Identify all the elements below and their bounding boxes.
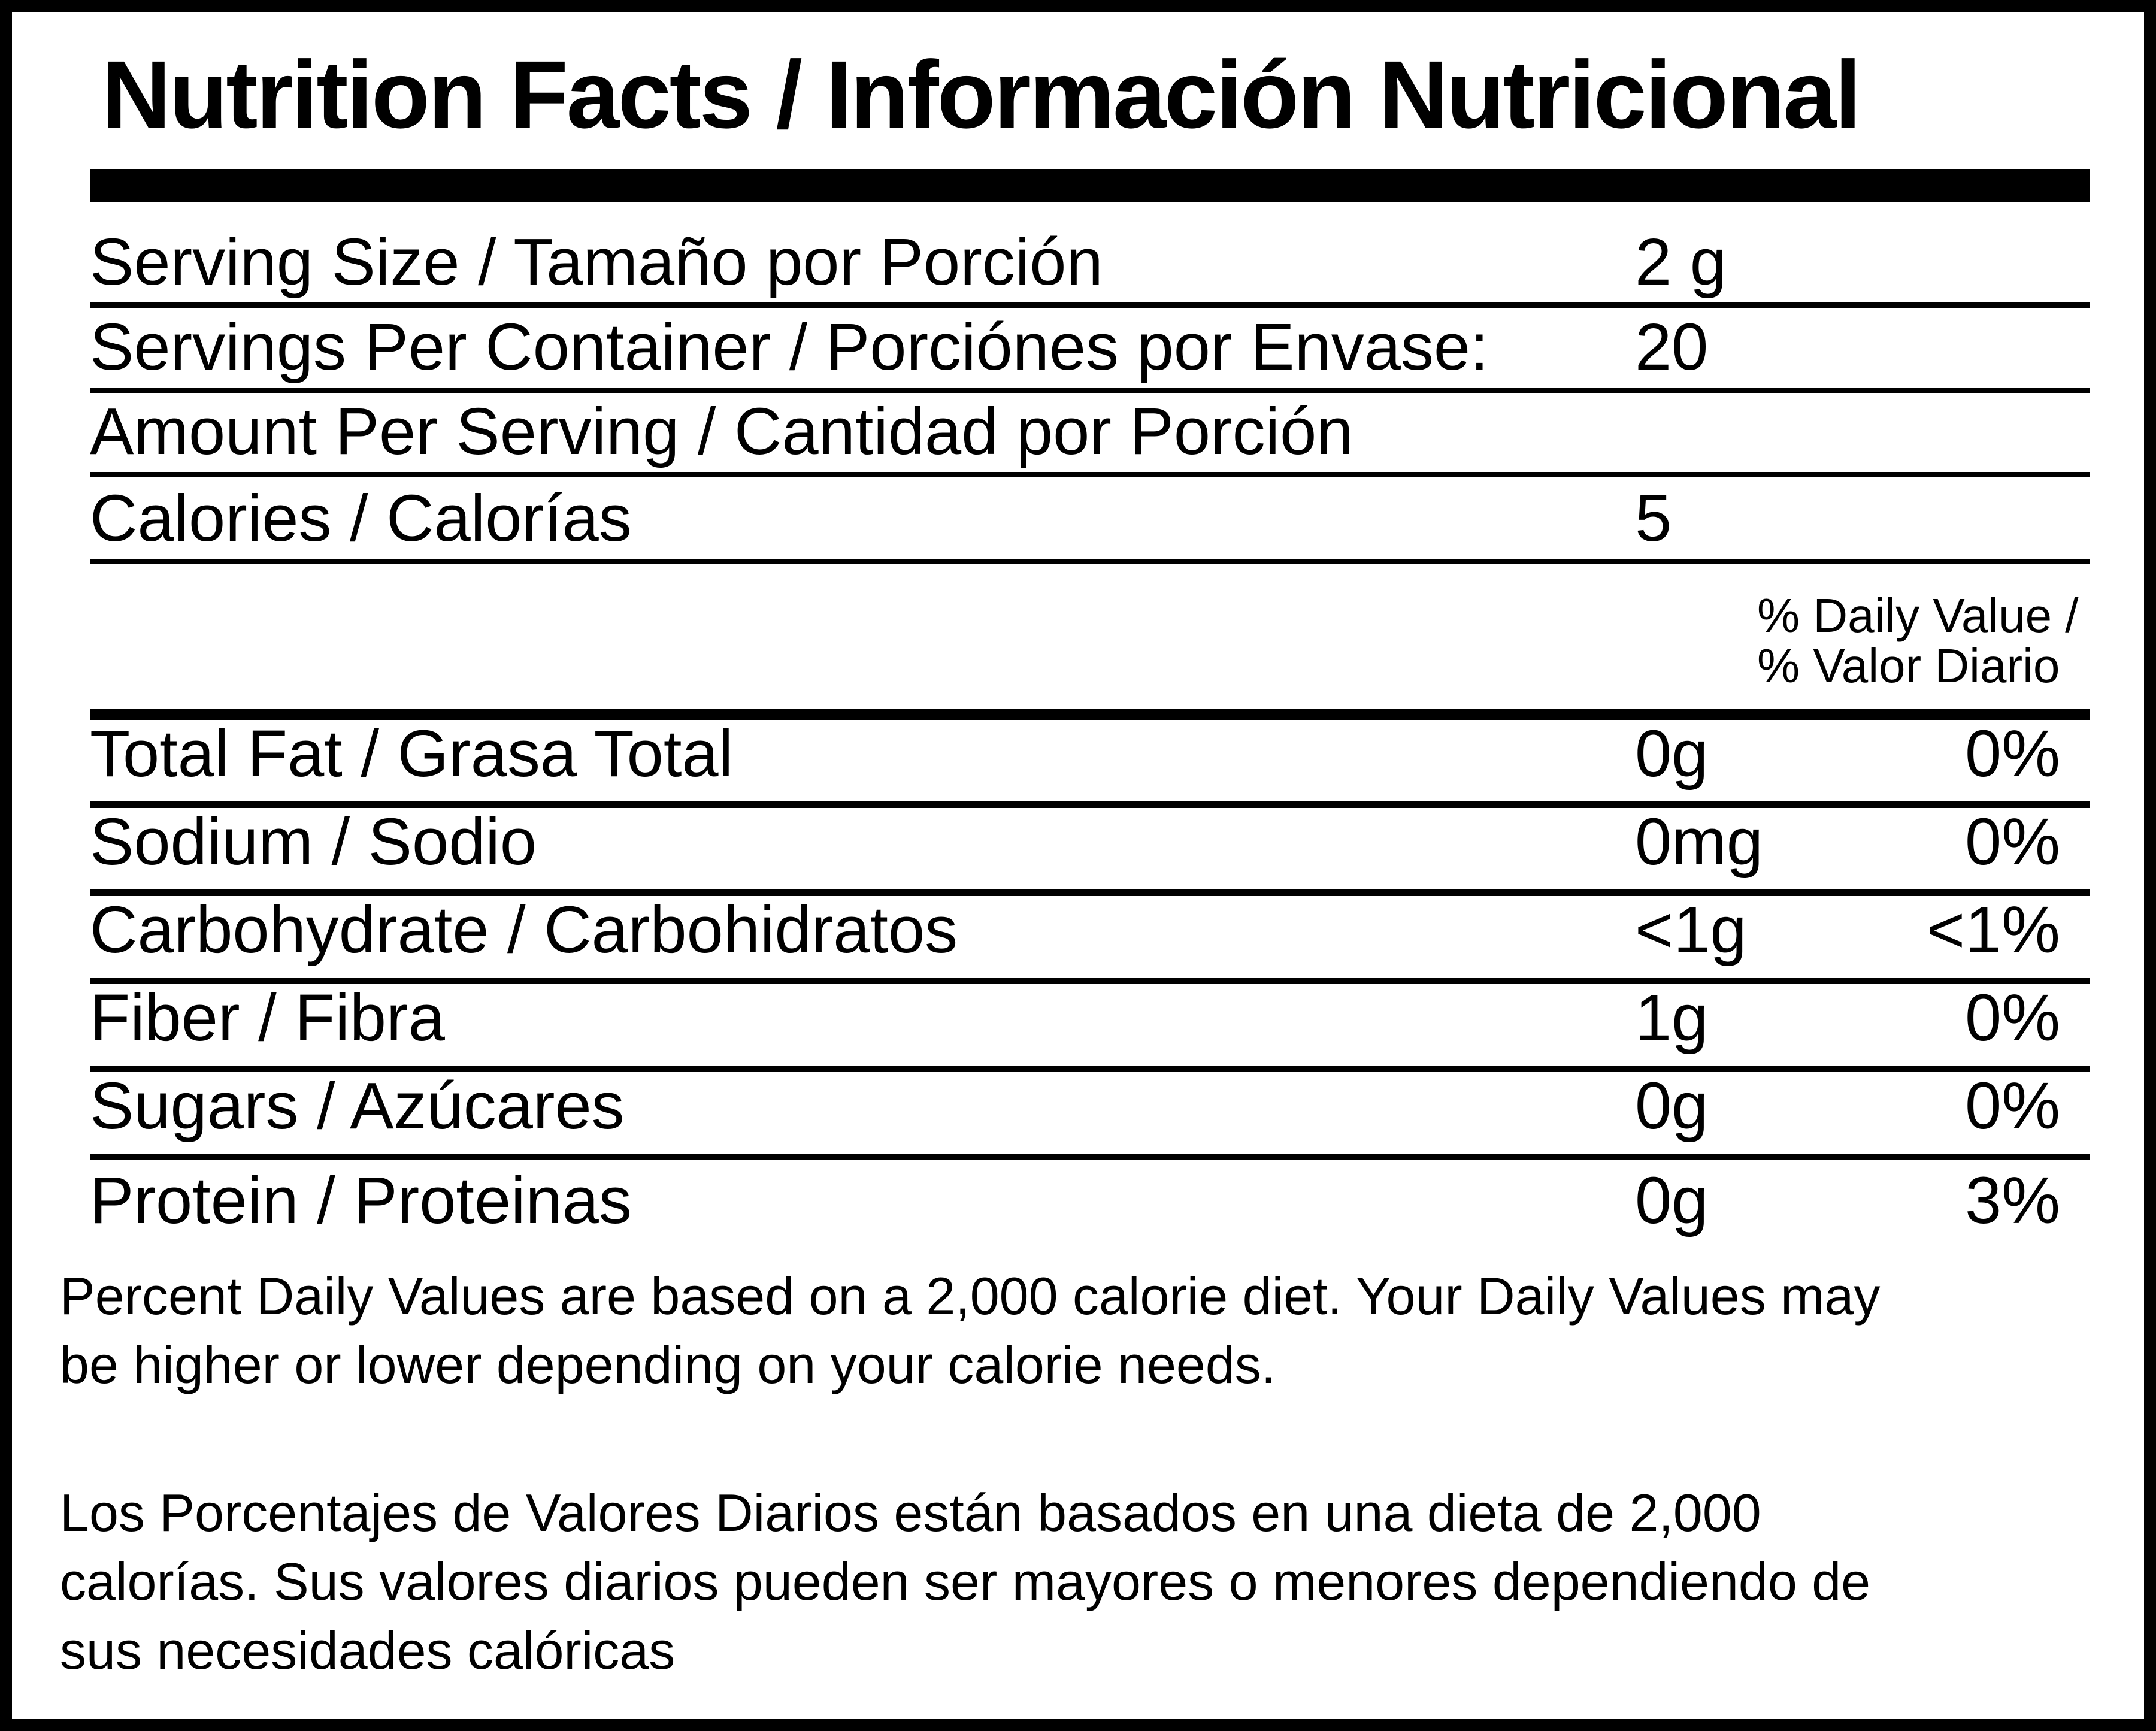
label-title: Nutrition Facts / Información Nutriciona… xyxy=(102,41,1861,148)
fiber-label: Fiber / Fibra xyxy=(90,981,445,1055)
serving-size-label: Serving Size / Tamaño por Porción xyxy=(90,225,1103,299)
sodium-row: Sodium / Sodio 0mg 0% xyxy=(90,808,2090,896)
calories-row: Calories / Calorías 5 xyxy=(90,477,2090,564)
protein-label: Protein / Proteinas xyxy=(90,1164,632,1237)
servings-per-container-label: Servings Per Container / Porciónes por E… xyxy=(90,310,1489,384)
total-fat-row: Total Fat / Grasa Total 0g 0% xyxy=(90,720,2090,808)
sugars-daily-value: 0% xyxy=(1965,1069,2060,1143)
sodium-daily-value: 0% xyxy=(1965,805,2060,879)
fiber-row: Fiber / Fibra 1g 0% xyxy=(90,984,2090,1072)
protein-amount: 0g xyxy=(1635,1164,1709,1237)
sodium-amount: 0mg xyxy=(1635,805,1763,879)
sugars-amount: 0g xyxy=(1635,1069,1709,1143)
protein-daily-value: 3% xyxy=(1965,1164,2060,1237)
serving-size-value: 2 g xyxy=(1635,225,1727,299)
total-fat-amount: 0g xyxy=(1635,717,1709,791)
daily-values-footnote-spanish: Los Porcentajes de Valores Diarios están… xyxy=(60,1483,1871,1680)
serving-size-row: Serving Size / Tamaño por Porción 2 g xyxy=(90,202,2090,308)
daily-value-divider-bar xyxy=(90,709,2090,720)
total-fat-daily-value: 0% xyxy=(1965,717,2060,791)
amount-per-serving-label: Amount Per Serving / Cantidad por Porció… xyxy=(90,395,1353,468)
nutrients-section: Total Fat / Grasa Total 0g 0% Sodium / S… xyxy=(90,720,2090,1248)
sugars-row: Sugars / Azúcares 0g 0% xyxy=(90,1072,2090,1160)
daily-values-footnote-english: Percent Daily Values are based on a 2,00… xyxy=(60,1266,1881,1394)
calories-label: Calories / Calorías xyxy=(90,482,632,555)
title-divider-bar xyxy=(90,169,2090,202)
servings-per-container-row: Servings Per Container / Porciónes por E… xyxy=(90,308,2090,393)
daily-value-column-header: % Daily Value / % Valor Diario xyxy=(1757,589,2079,692)
carbohydrate-row: Carbohydrate / Carbohidratos <1g <1% xyxy=(90,896,2090,984)
total-fat-label: Total Fat / Grasa Total xyxy=(90,717,734,791)
serving-info-section: Serving Size / Tamaño por Porción 2 g Se… xyxy=(90,202,2090,564)
protein-row: Protein / Proteinas 0g 3% xyxy=(90,1160,2090,1248)
carbohydrate-label: Carbohydrate / Carbohidratos xyxy=(90,893,958,967)
sodium-label: Sodium / Sodio xyxy=(90,805,537,879)
servings-per-container-value: 20 xyxy=(1635,310,1709,384)
carbohydrate-daily-value: <1% xyxy=(1926,893,2060,967)
fiber-daily-value: 0% xyxy=(1965,981,2060,1055)
sugars-label: Sugars / Azúcares xyxy=(90,1069,625,1143)
calories-value: 5 xyxy=(1635,482,1672,555)
amount-per-serving-row: Amount Per Serving / Cantidad por Porció… xyxy=(90,393,2090,477)
carbohydrate-amount: <1g xyxy=(1635,893,1747,967)
fiber-amount: 1g xyxy=(1635,981,1709,1055)
